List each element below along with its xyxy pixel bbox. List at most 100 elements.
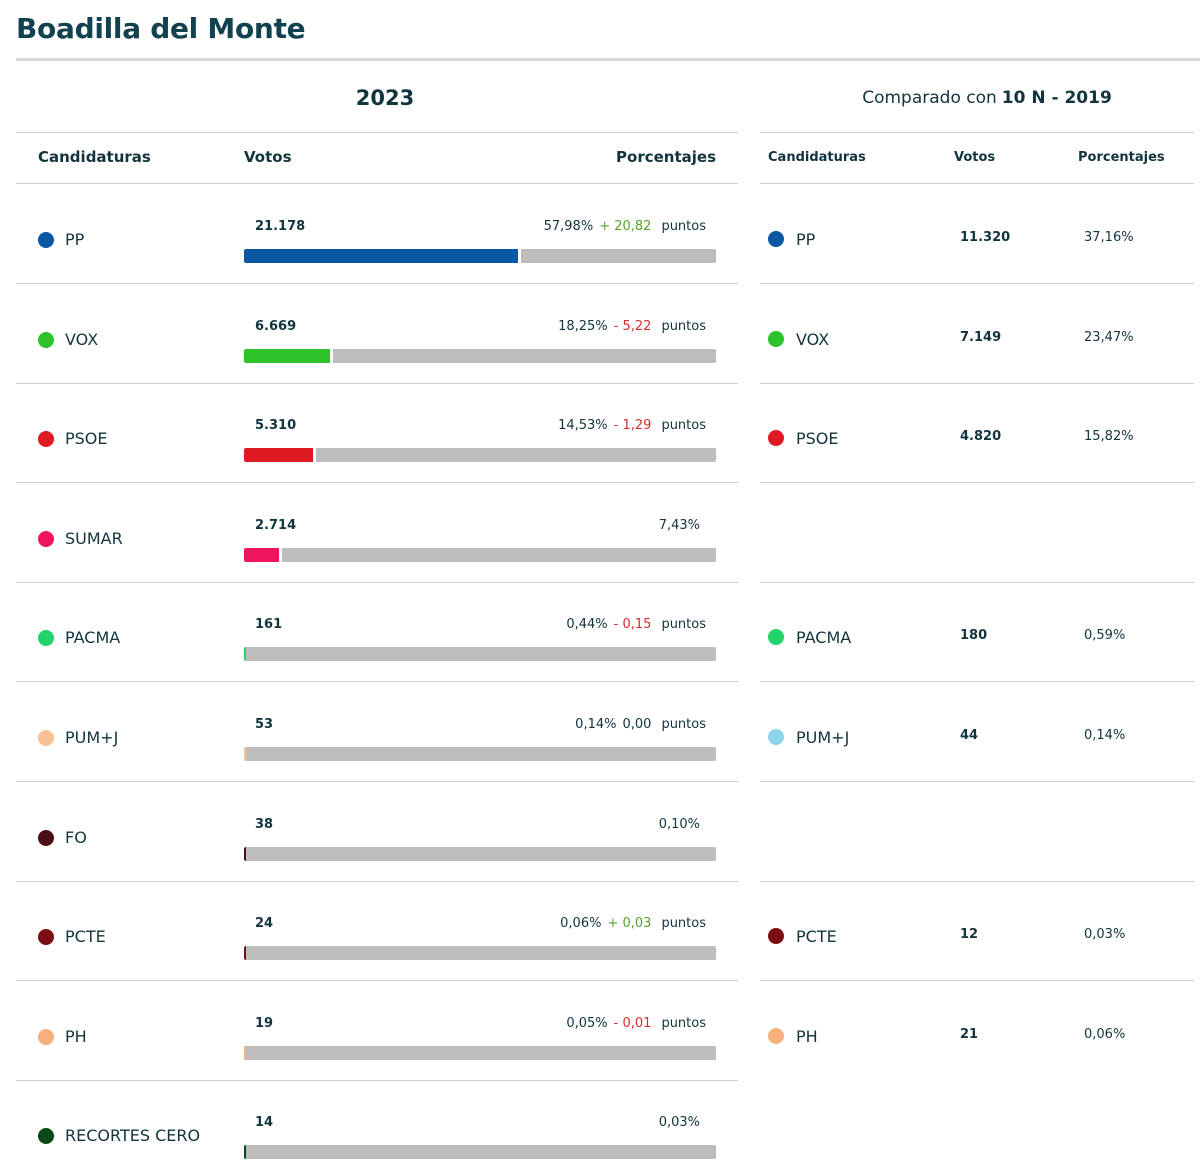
percentage-bar [244, 747, 716, 761]
header-divider-top-right [760, 132, 1194, 133]
party-percentage-change: 7,43% [659, 518, 706, 533]
points-label: puntos [661, 617, 706, 632]
compare-row-divider [760, 283, 1194, 284]
percentage-bar-fill [244, 747, 246, 761]
row-divider [16, 980, 738, 981]
row-divider [16, 582, 738, 583]
compare-row-divider [760, 681, 1194, 682]
compare-party-votes: 4.820 [960, 429, 1002, 444]
percentage-bar-fill [244, 847, 246, 861]
party-color-dot [38, 730, 54, 746]
table-row: PH 19 0,05% - 0,01 puntos PH 21 0,06% [0, 981, 1200, 1081]
points-label: puntos [661, 219, 706, 234]
table-row: PUM+J 53 0,14% 0,00 puntos PUM+J 44 0,14% [0, 682, 1200, 782]
table-row: VOX 6.669 18,25% - 5,22 puntos VOX 7.149 23,47% [0, 284, 1200, 384]
party-votes: 5.310 [255, 418, 297, 433]
percentage-bar [244, 1145, 716, 1159]
compare-party-name: PSOE [796, 429, 839, 448]
party-name: PH [65, 1027, 87, 1046]
row-divider [16, 283, 738, 284]
party-points-difference: - 0,15 [613, 617, 652, 632]
compare-party-color-dot [768, 629, 784, 645]
percentage-bar-fill [244, 548, 282, 562]
party-percentage: 0,06% [560, 916, 602, 931]
compare-party-color-dot [768, 928, 784, 944]
party-color-dot [38, 332, 54, 348]
percentage-bar-fill [244, 1145, 246, 1159]
column-header-candidatures: Candidaturas [38, 148, 151, 166]
page-title: Boadilla del Monte [16, 12, 306, 45]
table-row: FO 38 0,10% [0, 782, 1200, 882]
party-percentage-change: 0,03% [659, 1115, 706, 1130]
percentage-bar [244, 349, 716, 363]
compare-party-votes: 11.320 [960, 230, 1011, 245]
compare-row-divider [760, 980, 1194, 981]
compare-header-percentages: Porcentajes [1078, 150, 1165, 165]
party-points-difference: - 5,22 [613, 319, 652, 334]
party-percentage: 57,98% [543, 219, 594, 234]
points-label: puntos [661, 916, 706, 931]
comparison-prefix: Comparado con [862, 88, 997, 108]
row-divider [16, 681, 738, 682]
percentage-bar [244, 946, 716, 960]
row-divider [16, 1080, 738, 1081]
party-percentage-change: 0,10% [659, 817, 706, 832]
points-label: puntos [661, 319, 706, 334]
party-percentage: 0,14% [575, 717, 617, 732]
title-divider [16, 58, 1200, 61]
compare-header-votes: Votos [954, 150, 996, 165]
party-percentage-change: 0,14% 0,00 puntos [575, 717, 706, 732]
compare-party-percentage: 0,14% [1084, 728, 1126, 743]
compare-party-color-dot [768, 1028, 784, 1044]
party-color-dot [38, 1029, 54, 1045]
compare-row-divider [760, 781, 1194, 782]
percentage-bar [244, 647, 716, 661]
compare-party-votes: 7.149 [960, 330, 1002, 345]
party-votes: 21.178 [255, 219, 306, 234]
party-color-dot [38, 830, 54, 846]
party-votes: 6.669 [255, 319, 297, 334]
compare-party-name: PCTE [796, 927, 837, 946]
party-votes: 53 [255, 717, 274, 732]
compare-party-name: PP [796, 230, 816, 249]
compare-party-percentage: 23,47% [1084, 330, 1134, 345]
percentage-bar-fill [244, 448, 316, 462]
percentage-bar-fill [244, 1046, 246, 1060]
compare-party-color-dot [768, 231, 784, 247]
percentage-bar-fill [244, 647, 246, 661]
compare-party-percentage: 37,16% [1084, 230, 1134, 245]
percentage-bar [244, 1046, 716, 1060]
table-row: PP 21.178 57,98% + 20,82 puntos PP 11.320 37,16… [0, 184, 1200, 284]
table-row: PACMA 161 0,44% - 0,15 puntos PACMA 180 0,59% [0, 582, 1200, 682]
percentage-bar [244, 448, 716, 462]
party-name: PP [65, 230, 85, 249]
compare-row-divider [760, 482, 1194, 483]
compare-party-name: VOX [796, 330, 830, 349]
percentage-bar [244, 249, 716, 263]
party-votes: 24 [255, 916, 274, 931]
row-divider [16, 383, 738, 384]
row-divider [16, 881, 738, 882]
column-header-percentages: Porcentajes [616, 148, 716, 166]
points-label: puntos [661, 1016, 706, 1031]
compare-party-color-dot [768, 430, 784, 446]
party-percentage: 0,05% [566, 1016, 608, 1031]
party-points-difference: + 0,03 [607, 916, 652, 931]
header-divider-top-left [16, 132, 738, 133]
header-divider-bottom-left [16, 183, 738, 184]
party-points-difference: - 1,29 [613, 418, 652, 433]
comparison-label: Comparado con 10 N - 2019 [760, 88, 1200, 108]
compare-row-divider [760, 383, 1194, 384]
party-percentage: 0,44% [566, 617, 608, 632]
party-color-dot [38, 1128, 54, 1144]
compare-party-percentage: 0,03% [1084, 927, 1126, 942]
header-divider-bottom-right [760, 183, 1194, 184]
compare-row-divider [760, 582, 1194, 583]
party-percentage-change: 0,44% - 0,15 puntos [566, 617, 706, 632]
comparison-election: 10 N - 2019 [1001, 88, 1112, 108]
table-row: SUMAR 2.714 7,43% [0, 483, 1200, 583]
party-percentage: 0,03% [658, 1115, 700, 1130]
party-name: RECORTES CERO [65, 1126, 201, 1145]
party-votes: 14 [255, 1115, 274, 1130]
party-percentage: 18,25% [558, 319, 608, 334]
